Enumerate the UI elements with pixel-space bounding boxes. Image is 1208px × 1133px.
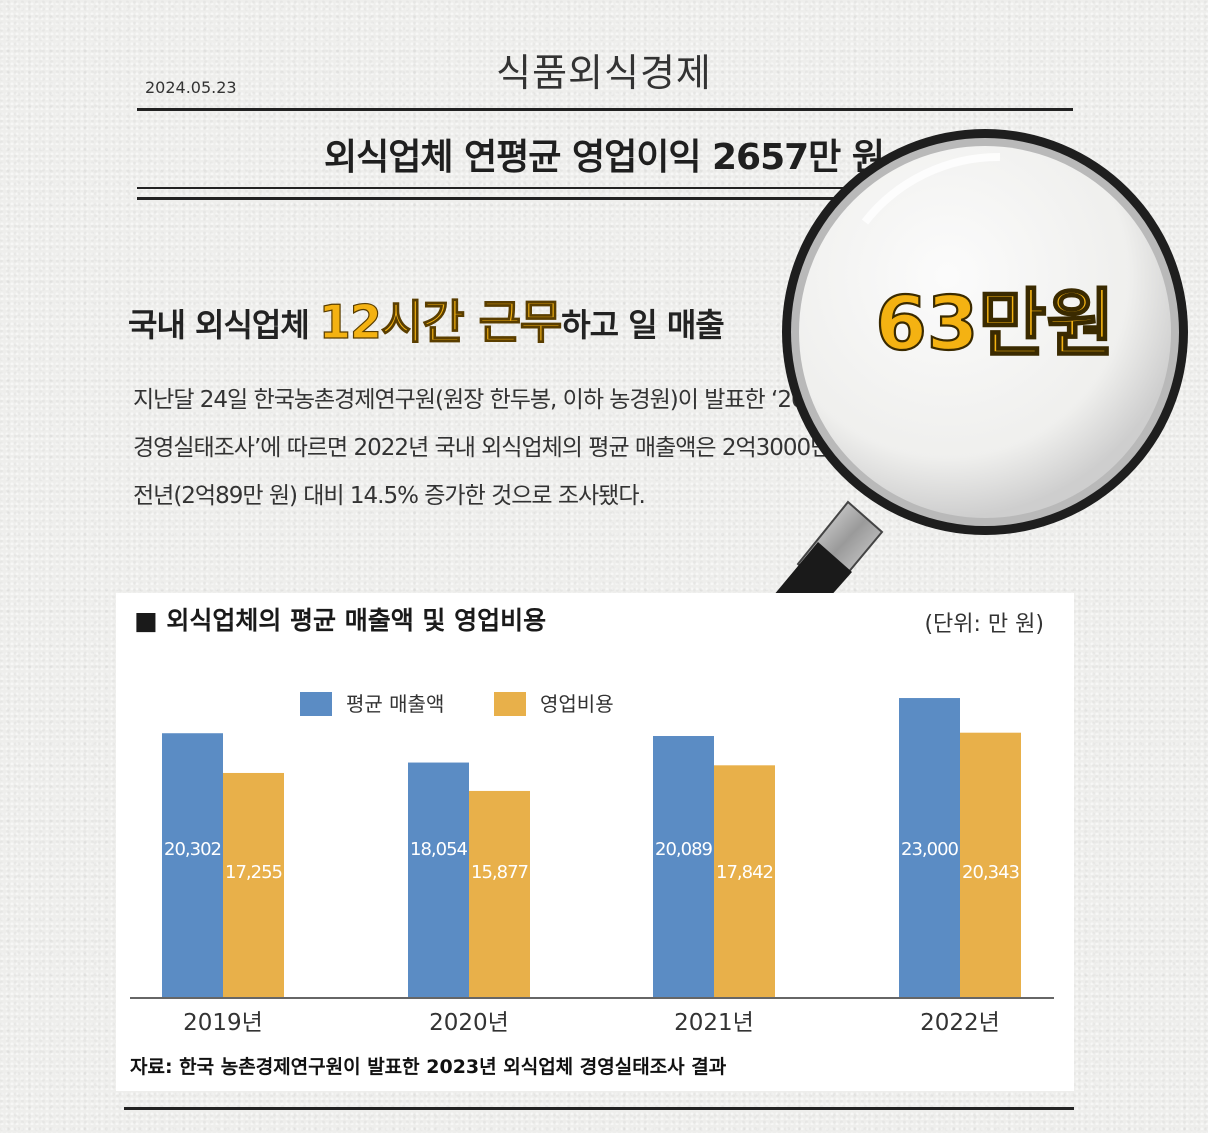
bar-sales-3 — [899, 698, 960, 998]
x-tick-label-0: 2019년 — [183, 1010, 263, 1036]
bar-cost-1 — [469, 790, 530, 998]
subhead-mid: 하고 일 매출 — [561, 306, 724, 344]
legend-swatch-0 — [300, 692, 332, 716]
magnified-daily-sales: 63만원 — [875, 281, 1114, 367]
magnifier-lens — [799, 146, 1171, 518]
data-label-cost-2: 17,842 — [716, 862, 773, 883]
subhead-highlight-hours: 12시간 근무 — [318, 294, 563, 349]
bar-cost-2 — [714, 765, 775, 998]
x-axis-labels: 2019년 2020년 2021년 2022년 — [183, 1010, 1000, 1036]
chart-title: ■ 외식업체의 평균 매출액 및 영업비용 — [134, 606, 546, 635]
x-tick-label-1: 2020년 — [429, 1010, 509, 1036]
bar-sales-1 — [408, 762, 469, 998]
bar-chart: ■ 외식업체의 평균 매출액 및 영업비용 (단위: 만 원) 평균 매출액 영업… — [130, 606, 1054, 1036]
subhead-pre: 국내 외식업체 — [128, 306, 319, 344]
chart-panel: ■ 외식업체의 평균 매출액 및 영업비용 (단위: 만 원) 평균 매출액 영업… — [116, 593, 1074, 1091]
x-tick-label-3: 2022년 — [920, 1010, 1000, 1036]
section-title: 식품외식경제 — [496, 51, 712, 95]
body-line-3: 전년(2억89만 원) 대비 14.5% 증가한 것으로 조사됐다. — [133, 483, 646, 509]
body-line-2: 경영실태조사’에 따르면 2022년 국내 외식업체의 평균 매출액은 2억30… — [133, 435, 898, 461]
header-rule-top — [137, 108, 1073, 111]
header-rule-2 — [137, 197, 1073, 200]
headline: 외식업체 연평균 영업이익 2657만 원 — [324, 137, 885, 178]
magnifying-glass-icon: 63만원 — [758, 129, 1188, 642]
bottom-rule — [124, 1107, 1074, 1110]
data-label-sales-3: 23,000 — [901, 839, 959, 860]
article-body: 지난달 24일 한국농촌경제연구원(원장 한두봉, 이하 농경원)이 발표한 ‘… — [133, 376, 1063, 520]
data-label-sales-2: 20,089 — [655, 839, 713, 860]
data-label-cost-1: 15,877 — [471, 862, 528, 883]
data-label-sales-1: 18,054 — [410, 839, 468, 860]
bar-sales-0 — [162, 733, 223, 998]
legend-label-0: 평균 매출액 — [346, 692, 444, 716]
chart-source: 자료: 한국 농촌경제연구원이 발표한 2023년 외식업체 경영실태조사 결과 — [130, 1056, 727, 1078]
bar-cost-0 — [223, 772, 284, 998]
article-date: 2024.05.23 — [145, 78, 237, 97]
bar-sales-2 — [653, 736, 714, 998]
header-rule-1 — [137, 187, 1073, 189]
data-label-cost-3: 20,343 — [962, 862, 1020, 883]
subheading: 국내 외식업체 12시간 근무하고 일 매출 — [128, 286, 725, 352]
legend-swatch-1 — [494, 692, 526, 716]
chart-unit: (단위: 만 원) — [924, 612, 1044, 637]
legend-label-1: 영업비용 — [540, 692, 614, 716]
chart-legend: 평균 매출액 영업비용 — [300, 692, 614, 716]
x-tick-label-2: 2021년 — [674, 1010, 754, 1036]
bar-cost-3 — [960, 732, 1021, 998]
data-label-sales-0: 20,302 — [164, 839, 221, 860]
data-label-cost-0: 17,255 — [225, 862, 282, 883]
